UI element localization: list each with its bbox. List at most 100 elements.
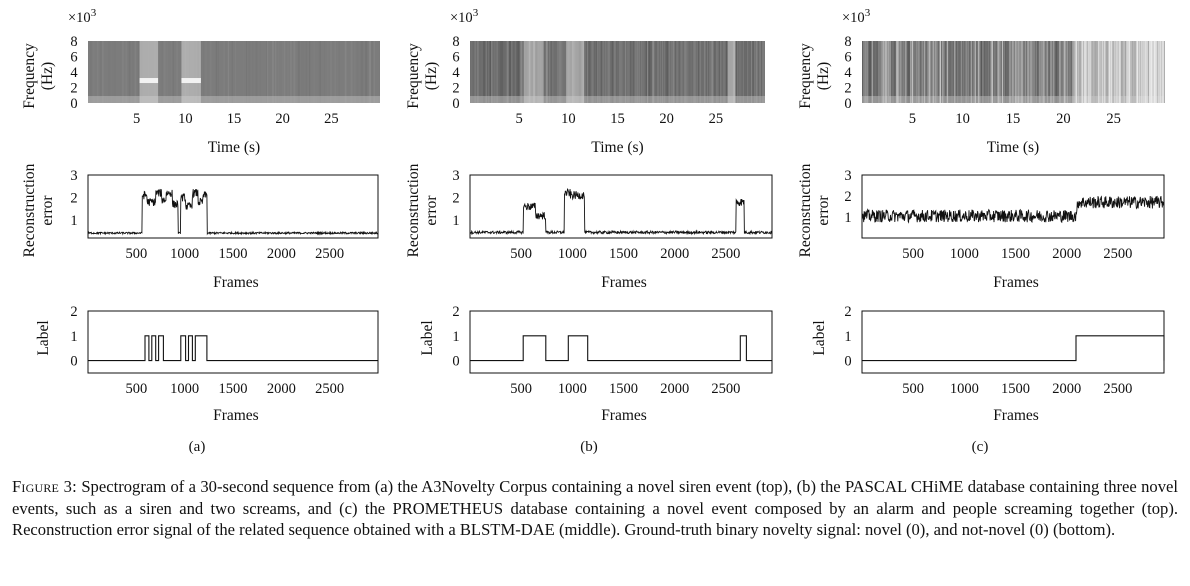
spectrogram-texture bbox=[723, 41, 725, 103]
spectrogram-texture bbox=[1045, 41, 1047, 103]
y-multiplier: ×103 bbox=[68, 7, 97, 26]
y-axis-label: Reconstruction bbox=[797, 163, 814, 257]
spectrogram-texture bbox=[954, 41, 956, 103]
y-axis-label: Label bbox=[35, 320, 52, 355]
y-tick-label: 8 bbox=[844, 34, 851, 50]
y-multiplier: ×103 bbox=[450, 7, 479, 26]
spectrogram-texture bbox=[881, 41, 883, 103]
y-tick-label: 2 bbox=[452, 81, 459, 97]
spectrogram-texture bbox=[714, 41, 716, 103]
spectrogram-texture bbox=[883, 41, 885, 103]
spectrogram-texture bbox=[159, 41, 160, 103]
y-tick-label: 0 bbox=[844, 354, 851, 370]
spectrogram-event-texture bbox=[1150, 41, 1152, 103]
spectrogram-texture bbox=[957, 41, 959, 103]
x-tick-label: 2000 bbox=[1052, 381, 1081, 397]
spectrogram-texture bbox=[1001, 41, 1003, 103]
spectrogram-texture bbox=[1007, 41, 1008, 103]
spectrogram-c bbox=[862, 41, 1165, 103]
spectrogram-texture bbox=[928, 41, 930, 103]
spectrogram-event-texture bbox=[1098, 41, 1100, 103]
spectrogram-texture bbox=[378, 41, 380, 103]
spectrogram-event-texture bbox=[1149, 41, 1151, 103]
reconstruction-error-line bbox=[469, 188, 773, 236]
spectrogram-texture bbox=[472, 41, 475, 103]
x-tick-label: 1500 bbox=[1001, 381, 1030, 397]
spectrogram-texture bbox=[927, 41, 929, 103]
x-tick-label: 25 bbox=[1106, 111, 1121, 127]
spectrogram-texture bbox=[623, 41, 625, 103]
y-tick-label: 2 bbox=[70, 304, 77, 320]
spectrogram-texture bbox=[498, 41, 500, 103]
spectrogram-texture bbox=[137, 41, 140, 103]
spectrogram-texture bbox=[625, 41, 627, 103]
spectrogram-texture bbox=[587, 41, 588, 103]
spectrogram-texture bbox=[997, 41, 1000, 103]
spectrogram-texture bbox=[622, 41, 625, 103]
y-axis-label-unit: (Hz) bbox=[39, 62, 56, 90]
spectrogram-texture bbox=[918, 41, 920, 103]
spectrogram-texture bbox=[1062, 41, 1064, 103]
x-tick-label: 2500 bbox=[315, 246, 344, 262]
spectrogram-texture bbox=[260, 41, 262, 103]
spectrogram-texture bbox=[967, 41, 969, 103]
spectrogram-texture bbox=[653, 41, 656, 103]
y-axis-label-2: error bbox=[423, 195, 440, 226]
x-tick-label: 15 bbox=[610, 111, 625, 127]
spectrogram-texture bbox=[864, 41, 866, 103]
y-tick-label: 1 bbox=[452, 213, 459, 229]
spectrogram-texture bbox=[864, 41, 867, 103]
error-axes-frame bbox=[861, 174, 1165, 239]
y-tick-label: 2 bbox=[844, 81, 851, 97]
spectrogram-texture bbox=[741, 41, 743, 103]
spectrogram-texture bbox=[974, 41, 976, 103]
spectrogram-event-texture bbox=[1142, 41, 1144, 103]
spectrogram-texture bbox=[936, 41, 938, 103]
x-axis-label: Time (s) bbox=[987, 139, 1039, 156]
y-tick-label: 2 bbox=[844, 189, 851, 205]
x-axis-label: Frames bbox=[993, 407, 1039, 424]
y-axis-label: Frequency bbox=[21, 43, 38, 109]
x-tick-label: 1000 bbox=[170, 381, 199, 397]
spectrogram-texture bbox=[324, 41, 325, 103]
spectrogram-texture bbox=[916, 41, 918, 103]
spectrogram-texture bbox=[297, 41, 300, 103]
y-tick-label: 4 bbox=[70, 65, 78, 81]
spectrogram-texture bbox=[643, 41, 645, 103]
spectrogram-texture bbox=[1059, 41, 1061, 103]
y-tick-label: 4 bbox=[452, 65, 460, 81]
spectrogram-texture bbox=[961, 41, 963, 103]
spectrogram-texture bbox=[706, 41, 709, 103]
spectrogram-texture bbox=[664, 41, 666, 103]
spectrogram-texture bbox=[471, 41, 473, 103]
spectrogram-texture bbox=[954, 41, 956, 103]
spectrogram-texture bbox=[1003, 41, 1005, 103]
y-tick-label: 2 bbox=[70, 81, 77, 97]
x-tick-label: 1500 bbox=[609, 381, 638, 397]
reconstruction-error-line bbox=[87, 188, 379, 236]
spectrogram-texture bbox=[709, 41, 712, 103]
spectrogram-texture bbox=[894, 41, 896, 103]
spectrogram-texture bbox=[995, 41, 998, 103]
spectrogram-texture bbox=[897, 41, 899, 103]
y-tick-label: 6 bbox=[452, 50, 459, 66]
spectrogram-texture bbox=[591, 41, 593, 103]
spectrogram-texture bbox=[685, 41, 687, 103]
y-axis-label: Frequency bbox=[405, 43, 422, 109]
spectrogram-texture bbox=[996, 41, 998, 103]
spectrogram-texture bbox=[205, 41, 208, 103]
spectrogram-event-texture bbox=[1138, 41, 1141, 103]
spectrogram-texture bbox=[862, 41, 863, 103]
spectrogram-texture bbox=[969, 41, 972, 103]
spectrogram-texture bbox=[905, 41, 907, 103]
spectrogram-texture bbox=[939, 41, 942, 103]
spectrogram-texture bbox=[609, 41, 611, 103]
spectrogram-texture bbox=[514, 41, 517, 103]
spectrogram-texture bbox=[978, 41, 980, 103]
spectrogram-texture bbox=[692, 41, 694, 103]
spectrogram-texture bbox=[1029, 41, 1031, 103]
x-tick-label: 10 bbox=[561, 111, 576, 127]
spectrogram-texture bbox=[100, 41, 102, 103]
spectrogram-event-texture bbox=[1075, 41, 1078, 103]
